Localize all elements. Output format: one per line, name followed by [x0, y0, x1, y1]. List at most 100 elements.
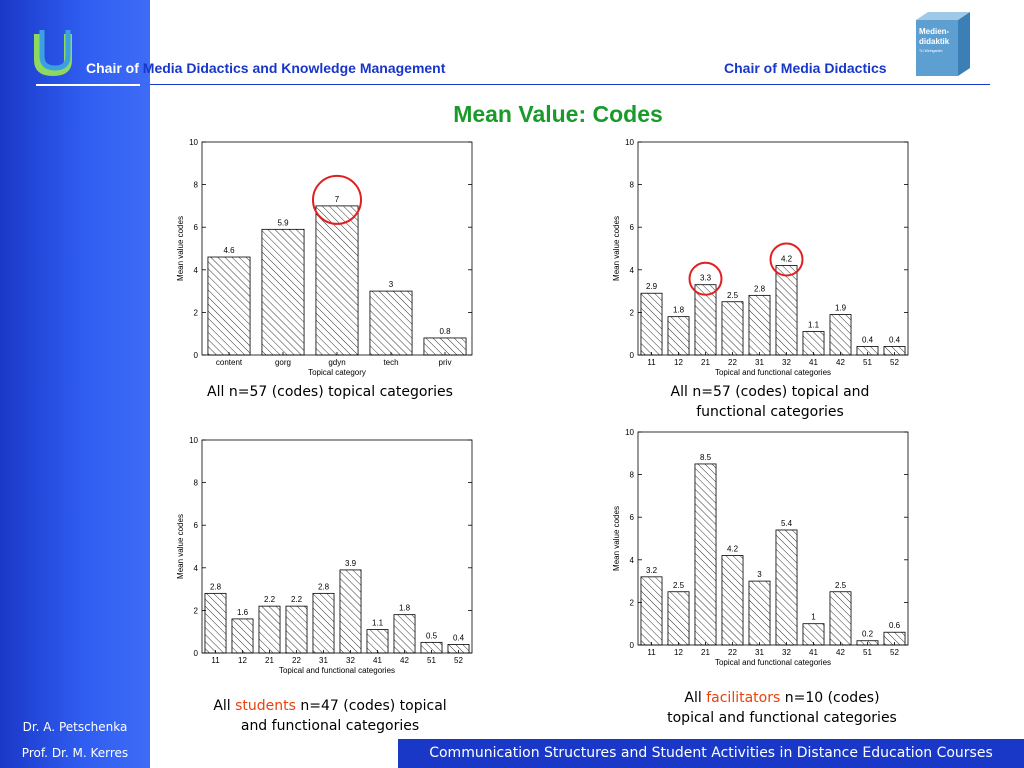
bar-value-label: 0.6 — [889, 621, 901, 630]
bar-value-label: 0.8 — [439, 327, 451, 336]
y-tick-label: 10 — [625, 428, 634, 437]
bar-value-label: 2.8 — [754, 284, 766, 293]
x-tick-label: 12 — [238, 656, 247, 665]
caption-chart-4: All facilitators n=10 (codes) topical an… — [622, 688, 942, 728]
bar-value-label: 1.8 — [399, 604, 411, 613]
caption-chart-3: All students n=47 (codes) topical and fu… — [170, 696, 490, 736]
bar-value-label: 0.2 — [862, 630, 874, 639]
university-logo-icon — [34, 30, 72, 76]
bar-value-label: 5.9 — [277, 218, 289, 227]
x-tick-label: 51 — [427, 656, 436, 665]
x-tick-label: 51 — [863, 648, 872, 657]
bar-value-label: 5.4 — [781, 519, 793, 528]
x-tick-label: 21 — [265, 656, 274, 665]
bar-value-label: 7 — [335, 195, 340, 204]
bar — [312, 592, 335, 654]
x-tick-label: 31 — [755, 648, 764, 657]
x-tick-label: 52 — [454, 656, 463, 665]
bar — [261, 228, 305, 356]
x-tick-label: 32 — [346, 656, 355, 665]
x-tick-label: 11 — [647, 358, 656, 367]
caption-line: functional categories — [696, 404, 844, 420]
x-tick-label: 51 — [863, 358, 872, 367]
y-axis-label: Mean value codes — [176, 514, 185, 579]
bar-value-label: 1.9 — [835, 304, 847, 313]
bar — [640, 292, 663, 356]
x-axis-label: Topical category — [308, 368, 366, 377]
chart-students: 0 2 4 6 8 10 2.8 11 1.6 12 2.2 21 2.2 22 2.8 31 3.9 32 1.1… — [176, 436, 473, 675]
x-tick-label: 11 — [211, 656, 220, 665]
cube-text-line1: Medien- — [919, 27, 950, 36]
header-divider — [150, 84, 990, 85]
bar — [369, 290, 413, 356]
author-2: Prof. Dr. M. Kerres — [21, 746, 129, 760]
y-tick-label: 8 — [194, 479, 199, 488]
bar-value-label: 1.1 — [372, 619, 384, 628]
bar-value-label: 2.5 — [835, 581, 847, 590]
bar-value-label: 1 — [811, 613, 816, 622]
header-chair-prefix: Chair of — [86, 60, 143, 76]
highlight-circle — [769, 242, 804, 277]
header-chair-title: Chair of Media Didactics and Knowledge M… — [86, 60, 445, 76]
bar-value-label: 2.8 — [210, 582, 222, 591]
caption-text: n=47 (codes) topical — [295, 698, 447, 714]
cube-text-line3: TU Weingarten — [919, 49, 943, 53]
bar — [721, 301, 744, 356]
y-tick-label: 6 — [630, 513, 635, 522]
x-tick-label: 21 — [701, 358, 710, 367]
bar-value-label: 1.1 — [808, 321, 820, 330]
bar — [315, 205, 359, 356]
y-tick-label: 8 — [630, 181, 635, 190]
bar — [285, 605, 308, 654]
y-tick-label: 8 — [194, 181, 199, 190]
bar-value-label: 0.4 — [889, 335, 901, 344]
x-axis-label: Topical and functional categories — [715, 658, 831, 667]
x-tick-label: 52 — [890, 648, 899, 657]
y-tick-label: 2 — [630, 598, 635, 607]
y-tick-label: 10 — [625, 138, 634, 147]
bar-value-label: 4.6 — [223, 246, 235, 255]
plot-frame — [637, 141, 909, 356]
page-title: Mean Value: Codes — [453, 101, 663, 127]
bar — [258, 605, 281, 654]
bar — [775, 529, 798, 646]
bar-value-label: 0.4 — [862, 335, 874, 344]
x-axis-label: Topical and functional categories — [715, 368, 831, 377]
y-tick-label: 0 — [630, 641, 635, 650]
bar-value-label: 8.5 — [700, 453, 712, 462]
y-tick-label: 8 — [630, 471, 635, 480]
bar — [802, 623, 825, 646]
bar — [393, 614, 416, 654]
y-axis-label: Mean value codes — [612, 506, 621, 571]
y-tick-label: 10 — [189, 436, 198, 445]
y-tick-label: 6 — [194, 223, 199, 232]
caption-line: topical and functional categories — [667, 710, 897, 726]
bar-value-label: 3 — [389, 280, 394, 289]
x-tick-label: tech — [383, 358, 398, 367]
y-tick-label: 0 — [194, 649, 199, 658]
bar-value-label: 2.2 — [264, 595, 276, 604]
caption-chart-2: All n=57 (codes) topical and functional … — [610, 382, 930, 422]
x-tick-label: gorg — [275, 358, 291, 367]
caption-line: All n=57 (codes) topical and — [670, 384, 870, 400]
caption-highlight: students — [235, 698, 296, 714]
bar — [829, 591, 852, 646]
x-tick-label: 52 — [890, 358, 899, 367]
y-tick-label: 6 — [630, 223, 635, 232]
x-tick-label: 11 — [647, 648, 656, 657]
highlight-circle — [688, 261, 723, 296]
bar-value-label: 4.2 — [727, 545, 739, 554]
x-tick-label: 12 — [674, 648, 683, 657]
x-tick-label: 32 — [782, 358, 791, 367]
caption-highlight: facilitators — [706, 690, 781, 706]
x-tick-label: 21 — [701, 648, 710, 657]
bar — [829, 314, 852, 356]
cube-text-line2: didaktik — [919, 37, 950, 46]
header-chair-name: Media Didactics and Knowledge Management — [142, 60, 446, 76]
bar — [748, 580, 771, 646]
x-tick-label: 41 — [373, 656, 382, 665]
bar-value-label: 2.5 — [727, 291, 739, 300]
x-tick-label: 22 — [292, 656, 301, 665]
caption-text: n=10 (codes) — [780, 690, 880, 706]
bar-value-label: 3.9 — [345, 559, 357, 568]
